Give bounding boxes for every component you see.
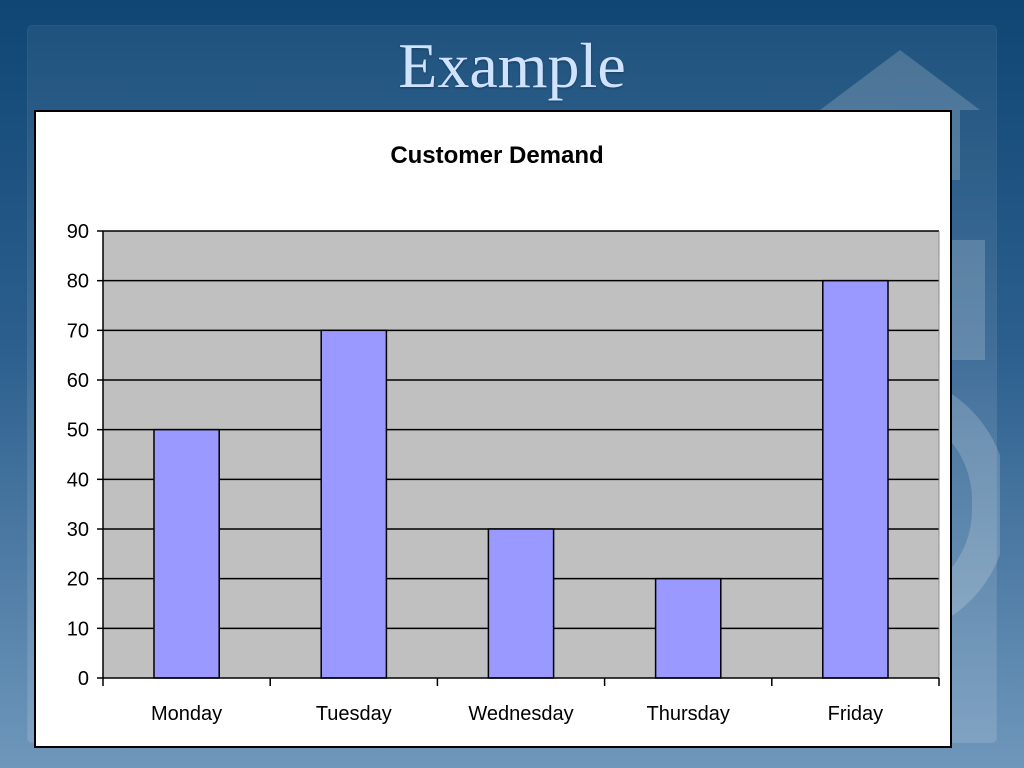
- chart-title: Customer Demand: [390, 142, 603, 169]
- x-tick-label-wednesday: Wednesday: [468, 703, 573, 725]
- y-tick-label-80: 80: [67, 271, 89, 293]
- y-axis-tick-labels: 0 10 20 30 40 50 60 70 80 90: [67, 221, 89, 690]
- bar-tuesday: [320, 329, 388, 679]
- y-tick-label-70: 70: [67, 320, 89, 342]
- y-tick-label-20: 20: [67, 569, 89, 591]
- x-tick-label-thursday: Thursday: [647, 703, 730, 725]
- y-tick-label-0: 0: [78, 668, 89, 690]
- bar-monday: [153, 428, 220, 679]
- bars: [153, 279, 889, 679]
- y-tick-label-40: 40: [67, 469, 89, 491]
- y-tick-label-30: 30: [67, 519, 89, 541]
- axes: [97, 230, 940, 686]
- bar-friday: [822, 279, 889, 679]
- bar-chart: Customer Demand 0 10 20 30 40 50 60 70 80 90 Mond…: [67, 142, 940, 725]
- x-tick-label-tuesday: Tuesday: [316, 703, 392, 725]
- bar-wednesday: [487, 528, 555, 679]
- y-tick-label-60: 60: [67, 370, 89, 392]
- x-axis-tick-labels: Monday Tuesday Wednesday Thursday Friday: [151, 703, 883, 725]
- y-tick-label-10: 10: [67, 618, 89, 640]
- x-tick-label-friday: Friday: [828, 703, 884, 725]
- chart-panel: Customer Demand 0 10 20 30 40 50 60 70 80 90 Mond…: [34, 110, 952, 748]
- bar-thursday: [654, 577, 722, 679]
- x-tick-label-monday: Monday: [151, 703, 222, 725]
- y-tick-label-50: 50: [67, 420, 89, 442]
- slide-title: Example: [398, 30, 626, 101]
- y-tick-label-90: 90: [67, 221, 89, 243]
